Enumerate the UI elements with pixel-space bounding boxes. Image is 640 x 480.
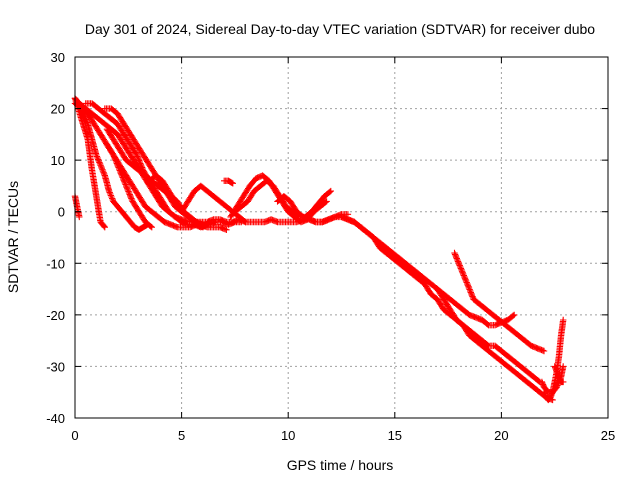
plot-frame (74, 56, 609, 419)
chart-title: Day 301 of 2024, Sidereal Day-to-day VTE… (85, 21, 595, 37)
series-arc-15 (338, 213, 556, 404)
series-arc-9 (103, 141, 155, 231)
y-tick-label: 0 (58, 205, 65, 220)
x-tick-label: 10 (281, 428, 295, 443)
data-points (71, 95, 567, 404)
x-tick-label: 5 (178, 428, 185, 443)
series-arc-17 (451, 249, 548, 355)
y-tick-label: -20 (46, 308, 65, 323)
y-tick-label: -30 (46, 359, 65, 374)
series-arc-11 (221, 177, 236, 187)
y-tick-label: 30 (51, 50, 65, 65)
point-markers (221, 177, 236, 187)
y-tick-label: 10 (51, 153, 65, 168)
x-tick-label: 15 (388, 428, 402, 443)
point-markers (103, 141, 155, 231)
y-axis-label: SDTVAR / TECUs (5, 181, 21, 293)
point-markers (231, 177, 334, 221)
y-tick-label: 20 (51, 102, 65, 117)
y-tick-label: -40 (46, 411, 65, 426)
series-arc-14 (274, 193, 543, 386)
x-axis-label: GPS time / hours (287, 457, 394, 473)
series-arc-13 (231, 177, 334, 221)
y-tick-label: -10 (46, 256, 65, 271)
point-markers (274, 193, 543, 386)
point-markers (338, 213, 556, 404)
point-markers (71, 193, 83, 221)
point-markers (451, 249, 548, 355)
x-tick-label: 25 (601, 428, 615, 443)
x-tick-label: 20 (494, 428, 508, 443)
x-tick-label: 0 (71, 428, 78, 443)
grid-lines (75, 57, 608, 418)
point-markers (434, 285, 518, 329)
point-markers (551, 363, 567, 386)
series-arc-16 (434, 285, 518, 329)
series-arc-1 (71, 193, 83, 221)
series-arc-20 (551, 363, 567, 386)
axis-ticks: 0 5 10 15 20 25 -40 -30 -20 -10 0 10 20 30 (46, 50, 615, 443)
